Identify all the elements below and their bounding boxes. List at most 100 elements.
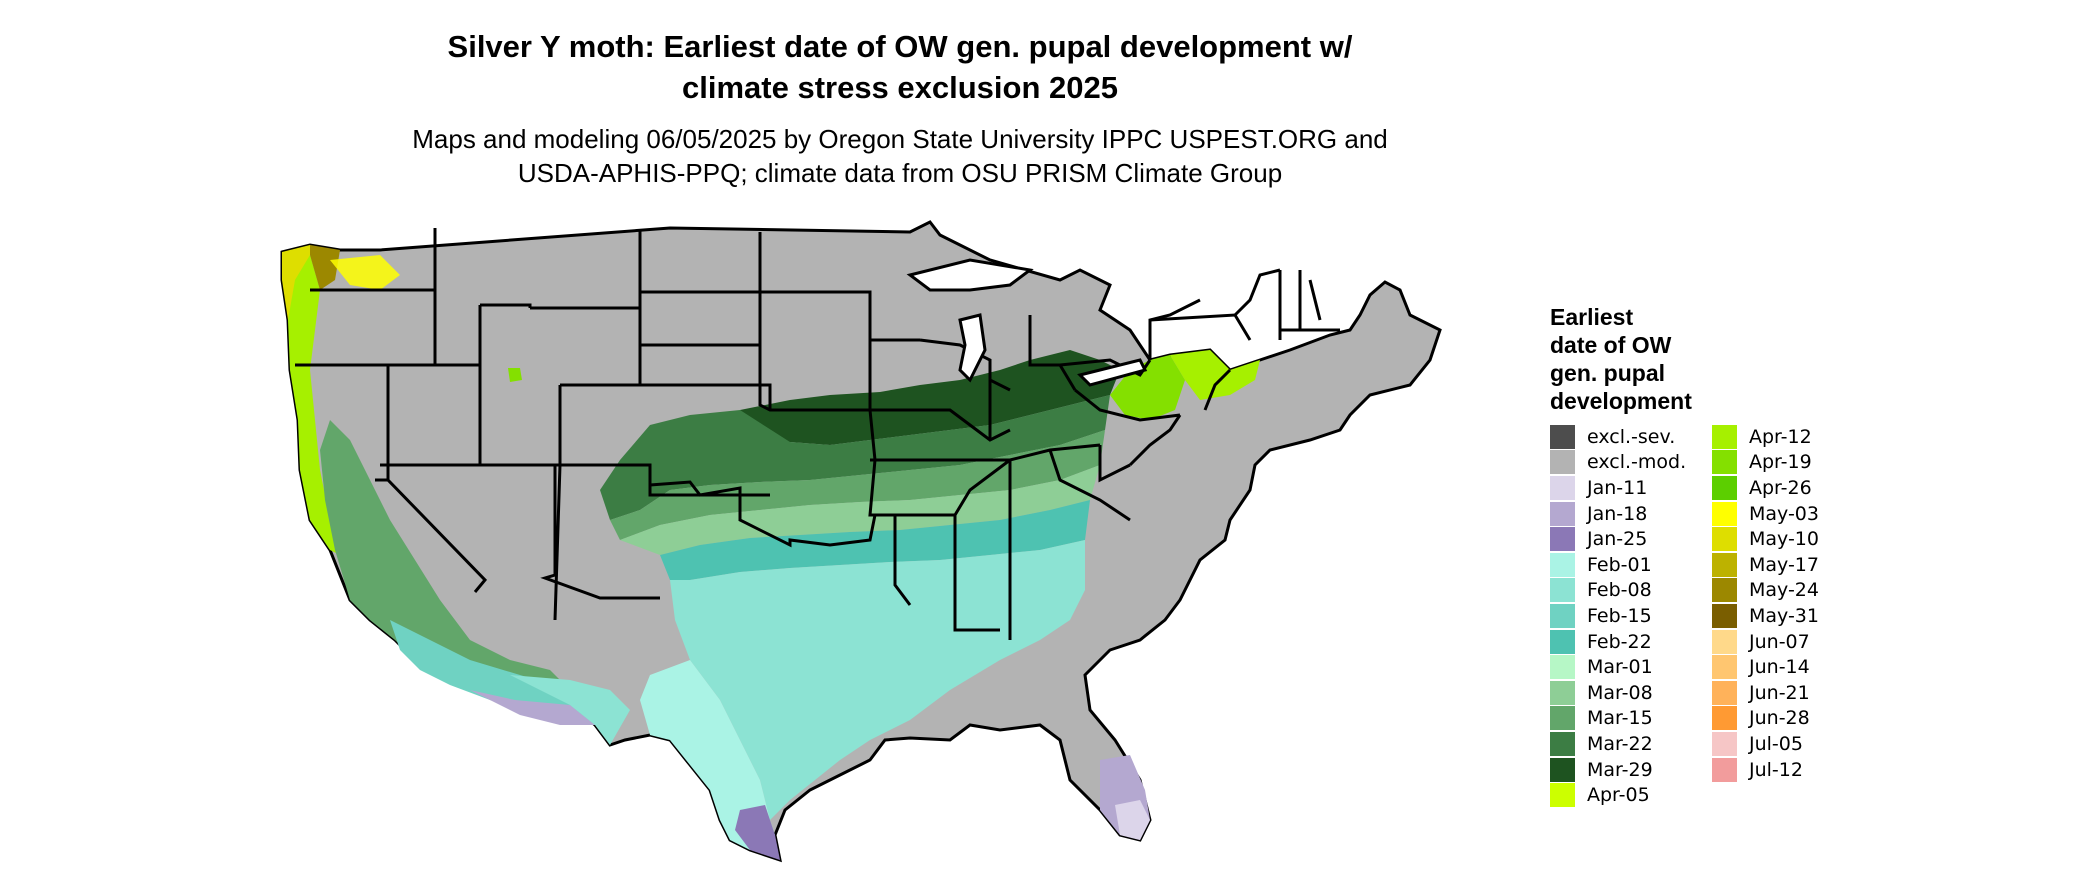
legend-label: May-10	[1749, 528, 1819, 551]
title-line-2: climate stress exclusion 2025	[682, 70, 1118, 105]
legend-label: Jun-21	[1749, 681, 1810, 704]
legend-label: excl.-sev.	[1587, 425, 1676, 448]
legend-swatch	[1712, 578, 1737, 603]
legend-label: Jan-11	[1587, 476, 1648, 499]
legend-label: May-31	[1749, 604, 1819, 627]
us-map	[280, 220, 1442, 863]
legend-swatch	[1550, 706, 1575, 731]
lake-superior	[906, 258, 1034, 292]
legend-title-line-4: development	[1550, 388, 1692, 414]
subtitle-line-1: Maps and modeling 06/05/2025 by Oregon S…	[412, 124, 1388, 154]
zone-arizona-teal	[510, 675, 630, 745]
zone-jan-25	[735, 805, 780, 860]
legend-swatch	[1712, 450, 1737, 475]
zone-washington-interior	[330, 255, 400, 290]
legend-swatch	[1550, 424, 1575, 449]
zone-apr-05-east	[1110, 355, 1185, 420]
legend-item: Jan-25	[1550, 526, 1686, 552]
legend-swatch	[1550, 501, 1575, 526]
title-line-1: Silver Y moth: Earliest date of OW gen. …	[447, 29, 1353, 64]
legend-item: Feb-22	[1550, 629, 1686, 655]
legend-title-line-2: date of OW	[1550, 332, 1672, 358]
zone-west-coast-yellow	[282, 245, 325, 320]
legend-title-line-1: Earliest	[1550, 304, 1634, 330]
legend-label: Mar-08	[1587, 681, 1653, 704]
legend-swatch	[1550, 603, 1575, 628]
legend-swatch	[1550, 655, 1575, 680]
legend-item: Apr-12	[1712, 424, 1819, 450]
legend-item: Jan-11	[1550, 475, 1686, 501]
legend-swatch	[1550, 680, 1575, 705]
zone-feb-08	[670, 540, 1085, 820]
legend-swatch	[1550, 527, 1575, 552]
zone-socal-lavender	[470, 690, 595, 725]
legend-item: Jun-07	[1712, 629, 1819, 655]
zone-apr-12-coast	[1170, 350, 1260, 400]
legend-item: excl.-sev.	[1550, 424, 1686, 450]
legend-label: Jan-25	[1587, 528, 1648, 551]
legend-title-line-3: gen. pupal	[1550, 360, 1665, 386]
legend-swatch	[1712, 603, 1737, 628]
lake-erie	[1077, 358, 1148, 387]
legend-label: Apr-26	[1749, 476, 1812, 499]
legend-item: Mar-15	[1550, 706, 1686, 732]
legend-swatch	[1550, 757, 1575, 782]
legend-label: Apr-19	[1749, 451, 1812, 474]
legend-label: Apr-05	[1587, 784, 1650, 807]
legend-item: Apr-05	[1550, 782, 1686, 808]
legend-swatch	[1550, 450, 1575, 475]
legend-item: Mar-08	[1550, 680, 1686, 706]
legend-label: Feb-08	[1587, 579, 1652, 602]
legend-label: Jul-05	[1749, 732, 1803, 755]
legend-label: Mar-15	[1587, 707, 1653, 730]
legend-label: Jun-28	[1749, 707, 1810, 730]
legend-label: Feb-15	[1587, 604, 1652, 627]
zone-mar-29	[740, 350, 1120, 445]
legend-item: Jul-05	[1712, 731, 1819, 757]
legend-label: Feb-01	[1587, 553, 1652, 576]
zone-utah-spot	[508, 368, 522, 382]
legend-item: May-03	[1712, 501, 1819, 527]
legend-item: Feb-01	[1550, 552, 1686, 578]
zone-west-coast-lime	[288, 255, 350, 560]
legend-label: excl.-mod.	[1587, 451, 1687, 474]
legend-swatch	[1712, 475, 1737, 500]
legend-swatch	[1550, 475, 1575, 500]
legend-label: Mar-22	[1587, 732, 1653, 755]
legend-swatch	[1712, 501, 1737, 526]
legend-swatch	[1550, 578, 1575, 603]
legend-item: Jun-14	[1712, 654, 1819, 680]
legend-swatch	[1550, 629, 1575, 654]
legend-item: Mar-01	[1550, 654, 1686, 680]
zone-feb-22	[660, 500, 1090, 580]
legend-item: Mar-22	[1550, 731, 1686, 757]
legend-swatch	[1712, 731, 1737, 756]
state-borders	[295, 228, 1340, 640]
legend-item: May-10	[1712, 526, 1819, 552]
legend-label: Jan-18	[1587, 502, 1648, 525]
legend-item: Apr-26	[1712, 475, 1819, 501]
legend-swatch	[1550, 731, 1575, 756]
legend-item: Mar-29	[1550, 757, 1686, 783]
legend-item: Jan-18	[1550, 501, 1686, 527]
legend-item: Feb-08	[1550, 578, 1686, 604]
zone-mar-08	[620, 465, 1100, 555]
legend-swatch	[1712, 680, 1737, 705]
legend-label: Feb-22	[1587, 630, 1652, 653]
legend-label: Jul-12	[1749, 758, 1803, 781]
legend-title: Earliest date of OW gen. pupal developme…	[1550, 303, 1750, 415]
legend-item: Jul-12	[1712, 757, 1819, 783]
zone-west-coast-gold	[310, 245, 340, 290]
legend-item: excl.-mod.	[1550, 450, 1686, 476]
legend-swatch	[1712, 757, 1737, 782]
legend-label: May-17	[1749, 553, 1819, 576]
zone-mar-22	[600, 395, 1110, 520]
legend-swatch	[1712, 424, 1737, 449]
legend-column-2: Apr-12 Apr-19 Apr-26 May-03 May-10 May-17 May-…	[1712, 424, 1819, 782]
subtitle-line-2: USDA-APHIS-PPQ; climate data from OSU PR…	[517, 158, 1283, 188]
legend-swatch	[1712, 552, 1737, 577]
legend-label: May-03	[1749, 502, 1819, 525]
legend-item: May-24	[1712, 578, 1819, 604]
legend-label: Mar-29	[1587, 758, 1653, 781]
legend-item: May-17	[1712, 552, 1819, 578]
